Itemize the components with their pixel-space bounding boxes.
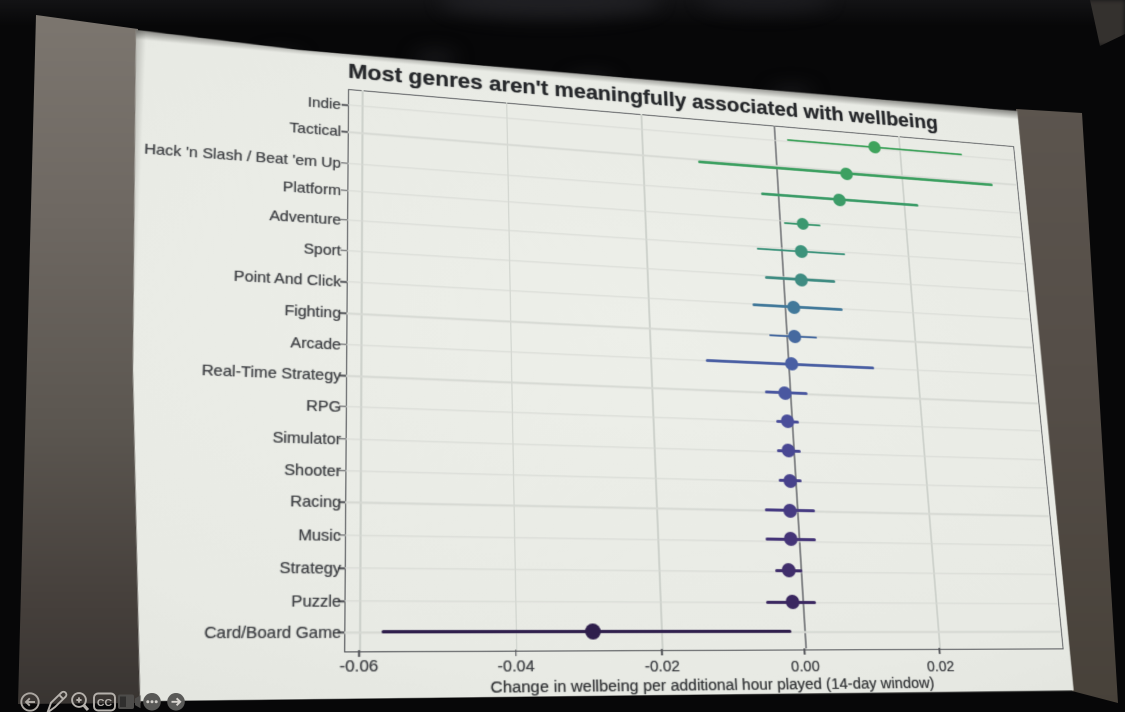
svg-text:CC: CC (97, 697, 113, 709)
